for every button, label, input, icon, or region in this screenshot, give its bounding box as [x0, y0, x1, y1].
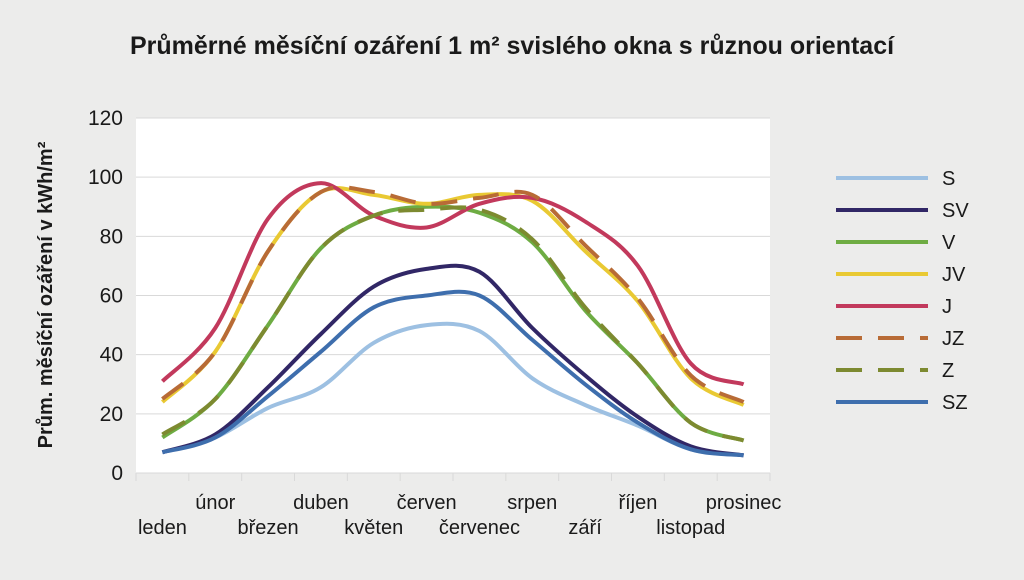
y-tick-label: 40 [100, 344, 123, 367]
y-tick-label: 100 [88, 166, 123, 189]
x-tick-label: duben [293, 492, 349, 514]
series-lines [160, 181, 745, 458]
x-tick-label: prosinec [706, 492, 782, 514]
legend-label-jz: JZ [942, 328, 964, 350]
chart-title: Průměrné měsíční ozáření 1 m² svislého o… [130, 32, 895, 60]
legend-label-sz: SZ [942, 392, 968, 414]
y-axis-label: Prům. měsíční ozáření v kWh/m² [35, 141, 57, 448]
legend-label-j: J [942, 296, 952, 318]
x-tick-label: červenec [439, 517, 520, 539]
legend-label-sv: SV [942, 200, 969, 222]
series-line-sz [161, 289, 744, 458]
legend-label-v: V [942, 232, 956, 254]
x-tick-label: březen [238, 517, 299, 539]
series-line-z [161, 205, 745, 443]
x-tick-label: srpen [507, 492, 557, 514]
x-tick-label: říjen [618, 492, 657, 514]
x-tick-label: září [568, 517, 602, 539]
y-tick-label: 120 [88, 107, 123, 130]
x-tick-label: leden [138, 517, 187, 539]
legend-label-z: Z [942, 360, 954, 382]
x-tick-label: květen [344, 517, 403, 539]
y-axis-ticks: 0 20 40 60 80 100 120 [88, 107, 123, 485]
series-line-jz [161, 185, 745, 404]
legend: S SV V JV J JZ Z SZ [836, 168, 969, 414]
x-tick-label: únor [195, 492, 235, 514]
series-line-sv [161, 263, 744, 458]
x-tick-label: listopad [656, 517, 725, 539]
y-tick-label: 20 [100, 403, 123, 426]
grid-lines [135, 117, 771, 481]
y-tick-label: 80 [100, 225, 123, 248]
y-tick-label: 60 [100, 285, 123, 308]
x-tick-label: červen [397, 492, 457, 514]
series-line-j [160, 181, 745, 387]
legend-label-jv: JV [942, 264, 966, 286]
y-tick-label: 0 [111, 462, 123, 485]
legend-label-s: S [942, 168, 955, 190]
series-line-s [161, 321, 744, 458]
